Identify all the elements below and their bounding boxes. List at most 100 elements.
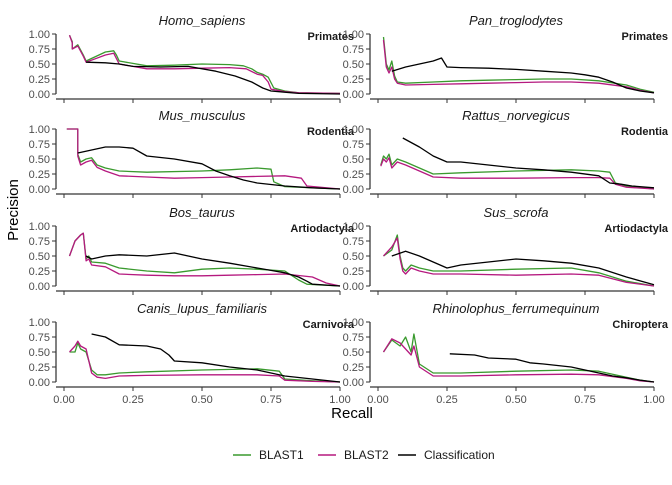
series-line-blast2 bbox=[382, 39, 655, 94]
panel-title: Mus_musculus bbox=[159, 108, 246, 123]
y-tick-label: 0.75 bbox=[343, 332, 364, 344]
series-line-classification bbox=[86, 61, 341, 95]
y-tick-label: 0.00 bbox=[29, 377, 50, 389]
y-tick-label: 0.75 bbox=[29, 332, 50, 344]
y-tick-label: 1.00 bbox=[343, 317, 364, 329]
y-tick-label: 0.00 bbox=[343, 89, 364, 101]
series-line-classification bbox=[449, 353, 655, 383]
y-tick-label: 0.25 bbox=[29, 169, 50, 181]
y-tick-label: 1.00 bbox=[343, 29, 364, 41]
order-label: Rodentia bbox=[307, 126, 355, 138]
series-line-blast2 bbox=[66, 128, 341, 190]
series-line-blast1 bbox=[68, 34, 341, 95]
x-tick-label: 1.00 bbox=[643, 394, 664, 406]
y-tick-label: 0.50 bbox=[343, 154, 364, 166]
x-tick-label: 1.00 bbox=[329, 394, 350, 406]
facet-panel: Pan_troglodytes Primates 0.00 0.25 0.50 0.75 1… bbox=[343, 13, 668, 103]
series-line-blast2 bbox=[68, 34, 341, 95]
y-axis-title: Precision bbox=[5, 179, 22, 241]
order-label: Chiroptera bbox=[612, 319, 669, 331]
legend-label: Classification bbox=[424, 448, 495, 462]
x-tick-label: 0.00 bbox=[53, 394, 74, 406]
facet-panel: Sus_scrofa Artiodactyla 0.00 0.25 0.50 0.75 1.… bbox=[343, 205, 669, 295]
panel-title: Sus_scrofa bbox=[483, 205, 548, 220]
y-tick-label: 0.25 bbox=[343, 169, 364, 181]
y-tick-label: 0.00 bbox=[343, 377, 364, 389]
facet-panel: Rattus_norvegicus Rodentia 0.00 0.25 0.50 0.7… bbox=[343, 108, 669, 198]
panel-title: Pan_troglodytes bbox=[469, 13, 563, 28]
order-label: Carnivora bbox=[303, 319, 355, 331]
order-label: Primates bbox=[308, 31, 354, 43]
y-tick-label: 0.25 bbox=[343, 74, 364, 86]
y-tick-label: 1.00 bbox=[29, 29, 50, 41]
y-tick-label: 0.75 bbox=[29, 236, 50, 248]
x-tick-label: 0.50 bbox=[505, 394, 526, 406]
series-line-blast1 bbox=[66, 128, 341, 190]
x-tick-label: 0.00 bbox=[367, 394, 388, 406]
y-tick-label: 0.50 bbox=[29, 347, 50, 359]
series-line-blast1 bbox=[382, 36, 655, 93]
y-tick-label: 0.25 bbox=[29, 362, 50, 374]
x-tick-label: 0.75 bbox=[574, 394, 595, 406]
y-tick-label: 1.00 bbox=[29, 221, 50, 233]
series-line-blast1 bbox=[380, 153, 655, 190]
series-line-classification bbox=[77, 146, 341, 190]
y-tick-label: 0.00 bbox=[343, 281, 364, 293]
y-tick-label: 0.50 bbox=[343, 251, 364, 263]
y-tick-label: 0.25 bbox=[29, 74, 50, 86]
facet-panel: Mus_musculus Rodentia 0.00 0.25 0.50 0.75 1.00 bbox=[29, 108, 355, 198]
x-tick-label: 0.25 bbox=[122, 394, 143, 406]
y-tick-label: 0.75 bbox=[29, 44, 50, 56]
panel-title: Rhinolophus_ferrumequinum bbox=[433, 301, 600, 316]
facet-panel: Bos_taurus Artiodactyla 0.00 0.25 0.50 0.75 1.… bbox=[29, 205, 355, 295]
y-tick-label: 0.50 bbox=[343, 347, 364, 359]
series-line-classification bbox=[91, 333, 341, 383]
y-tick-label: 0.75 bbox=[29, 139, 50, 151]
y-tick-label: 0.50 bbox=[29, 59, 50, 71]
order-label: Artiodactyla bbox=[604, 223, 668, 235]
y-tick-label: 0.75 bbox=[343, 139, 364, 151]
series-line-classification bbox=[391, 250, 655, 286]
series-line-classification bbox=[402, 137, 655, 189]
series-line-blast1 bbox=[69, 342, 341, 383]
y-tick-label: 0.25 bbox=[343, 266, 364, 278]
series-line-blast1 bbox=[382, 333, 655, 383]
legend-label: BLAST2 bbox=[344, 448, 389, 462]
x-axis-title: Recall bbox=[331, 405, 373, 422]
y-tick-label: 0.25 bbox=[29, 266, 50, 278]
order-label: Artiodactyla bbox=[290, 223, 354, 235]
series-line-classification bbox=[85, 252, 341, 287]
y-tick-label: 1.00 bbox=[343, 124, 364, 136]
x-tick-label: 0.75 bbox=[260, 394, 281, 406]
x-tick-label: 0.50 bbox=[191, 394, 212, 406]
facet-panel: Rhinolophus_ferrumequinumChiroptera0.000… bbox=[343, 301, 669, 406]
y-tick-label: 0.00 bbox=[29, 184, 50, 196]
series-line-blast2 bbox=[380, 157, 655, 190]
order-label: Primates bbox=[622, 31, 668, 43]
series-line-blast2 bbox=[69, 340, 341, 383]
panel-title: Bos_taurus bbox=[169, 205, 235, 220]
y-tick-label: 1.00 bbox=[29, 317, 50, 329]
legend-label: BLAST1 bbox=[259, 448, 304, 462]
y-tick-label: 1.00 bbox=[343, 221, 364, 233]
series-line-classification bbox=[391, 57, 655, 94]
y-tick-label: 0.50 bbox=[29, 154, 50, 166]
panel-title: Rattus_norvegicus bbox=[462, 108, 570, 123]
order-label: Rodentia bbox=[621, 126, 669, 138]
series-line-blast2 bbox=[383, 237, 655, 287]
facet-panel: Canis_lupus_familiaris Carnivora 0.00 0.25 0… bbox=[29, 301, 355, 406]
y-tick-label: 0.50 bbox=[29, 251, 50, 263]
y-tick-label: 0.75 bbox=[343, 44, 364, 56]
panel-title: Canis_lupus_familiaris bbox=[137, 301, 268, 316]
y-tick-label: 0.00 bbox=[343, 184, 364, 196]
y-tick-label: 1.00 bbox=[29, 124, 50, 136]
y-tick-label: 0.25 bbox=[343, 362, 364, 374]
y-tick-label: 0.00 bbox=[29, 281, 50, 293]
facet-panel: Homo_sapiens Primates 0.00 0.25 0.50 0.75 1.00 bbox=[29, 13, 354, 103]
y-tick-label: 0.75 bbox=[343, 236, 364, 248]
y-tick-label: 0.00 bbox=[29, 89, 50, 101]
y-tick-label: 0.50 bbox=[343, 59, 364, 71]
panel-title: Homo_sapiens bbox=[159, 13, 246, 28]
